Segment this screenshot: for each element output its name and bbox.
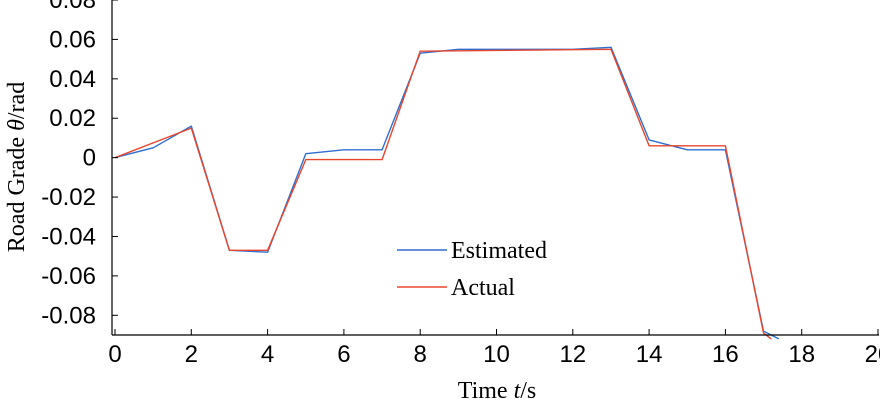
axis-title-unit: /s [520,378,536,404]
y-axis-title: Road Grade θ/rad [4,82,30,252]
x-tick-label: 16 [712,341,739,368]
y-tick-label: 0.04 [49,66,96,93]
x-tick-label: 18 [788,341,815,368]
x-tick-label: 4 [261,341,274,368]
legend-label-actual: Actual [451,275,515,301]
x-tick-label: 20 [865,341,880,368]
series-layer [114,46,780,340]
axis-title-unit: /rad [4,82,30,119]
x-tick-label: 12 [559,341,586,368]
y-tick-label: -0.04 [41,223,96,250]
y-tick-label: -0.02 [41,184,96,211]
y-tick-label: 0.08 [49,0,96,14]
x-tick-label: 14 [636,341,663,368]
axis-title-text: Road Grade [4,131,30,252]
axis-title-variable: θ [4,119,30,131]
x-tick-label: 8 [414,341,427,368]
axis-title-variable: t [514,378,522,404]
y-tick-label: 0 [83,145,96,172]
y-tick-label: -0.08 [41,302,96,329]
y-tick-label: 0.02 [49,105,96,132]
legend-label-estimated: Estimated [451,238,547,264]
series-line-estimated [114,46,780,340]
y-tick-label: 0.06 [49,26,96,53]
x-tick-label: 2 [185,341,198,368]
series-line-actual [114,48,772,340]
x-tick-label: 0 [108,341,121,368]
axis-title-text: Time [458,378,514,404]
x-tick-label: 6 [337,341,350,368]
x-tick-label: 10 [483,341,510,368]
y-tick-label: -0.06 [41,263,96,290]
axes-layer: 0.08 0.06 0.04 0.02 0 -0.02 -0.04 -0.06 -0.08 0 2 4… [41,0,880,368]
x-axis-title: Time t/s [458,378,537,404]
legend: Estimated Actual [397,238,547,301]
